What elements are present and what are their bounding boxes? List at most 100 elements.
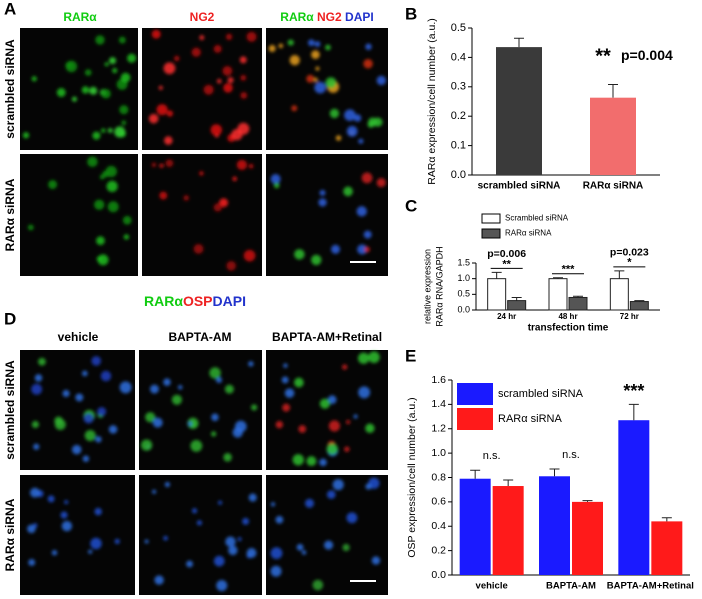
cell — [371, 556, 381, 565]
cell — [289, 55, 300, 66]
bar — [459, 478, 491, 575]
cell — [95, 436, 102, 443]
cell — [365, 43, 372, 50]
error-bar — [634, 300, 645, 302]
cell — [38, 357, 46, 366]
cell — [177, 385, 183, 390]
cell — [34, 374, 43, 382]
cell — [33, 443, 40, 450]
cell — [216, 579, 228, 592]
cell — [106, 180, 118, 192]
cell — [242, 517, 250, 525]
cell — [97, 254, 109, 266]
cell — [232, 427, 243, 438]
significance: n.s. — [483, 450, 501, 462]
y-tick-label: 0.2 — [431, 544, 446, 556]
cell — [282, 403, 291, 412]
cells — [151, 159, 256, 271]
significance: n.s. — [562, 449, 580, 461]
cell — [159, 163, 164, 168]
cell — [109, 57, 117, 65]
legend-label: RARα siRNA — [498, 413, 562, 425]
cells — [22, 35, 137, 140]
header-part: NG2 — [317, 10, 342, 24]
column-header: vehicle — [58, 330, 99, 344]
error-bar — [470, 469, 481, 479]
legend-swatch — [481, 228, 501, 239]
cell — [270, 502, 276, 507]
cell — [27, 524, 36, 534]
panel-label: C — [405, 196, 417, 215]
cell — [268, 44, 276, 53]
cell — [27, 224, 34, 231]
cell — [331, 244, 341, 254]
cell — [275, 420, 284, 429]
row-label: RARα siRNA — [3, 178, 17, 251]
cell — [335, 135, 342, 141]
cell — [344, 109, 356, 122]
cell — [376, 178, 386, 188]
cell — [118, 36, 126, 44]
panel-label: D — [4, 309, 16, 328]
cell — [225, 536, 236, 547]
cell — [346, 125, 358, 137]
cell — [120, 72, 131, 83]
p-value: p=0.004 — [621, 47, 673, 63]
x-tick-label: 24 hr — [497, 312, 516, 321]
separator — [20, 150, 388, 154]
row-label: RARα siRNA — [3, 498, 17, 571]
cell — [91, 356, 102, 366]
cell — [164, 136, 173, 145]
cell — [187, 417, 199, 429]
cell — [191, 47, 201, 57]
cell — [363, 59, 373, 69]
cell — [114, 126, 126, 138]
cell — [346, 512, 358, 524]
cell — [356, 206, 367, 217]
y-axis-label: relative expression — [422, 249, 432, 324]
legend-label: scrambled siRNA — [498, 388, 584, 400]
cell — [361, 172, 373, 184]
cell — [186, 560, 193, 568]
cell — [166, 110, 174, 117]
cell — [92, 131, 101, 140]
y-tick-label: 0.0 — [457, 304, 470, 314]
panel-label: A — [4, 0, 16, 18]
x-axis-label: transfection time — [528, 323, 609, 334]
cell — [173, 55, 180, 62]
bar — [507, 300, 527, 311]
cell — [319, 398, 330, 409]
cell — [226, 260, 237, 271]
column-header: BAPTA-AM — [168, 330, 231, 344]
cell — [87, 156, 98, 168]
cell — [122, 215, 132, 225]
cell — [65, 61, 73, 69]
cell — [325, 44, 331, 51]
cell — [283, 363, 288, 368]
cell — [346, 420, 351, 425]
cell — [75, 393, 84, 402]
cell — [210, 431, 217, 437]
error-bar — [573, 295, 583, 298]
cell — [311, 254, 322, 266]
legend-swatch — [481, 213, 501, 224]
cell — [101, 88, 111, 99]
cell — [313, 77, 318, 83]
y-tick-label: 1.2 — [431, 423, 446, 435]
cell — [357, 352, 370, 364]
bar — [492, 486, 524, 575]
cell — [273, 182, 280, 189]
cell — [227, 77, 234, 84]
y-tick-label: 0.0 — [431, 569, 446, 581]
cell — [31, 76, 37, 82]
cell — [376, 75, 387, 86]
p-value: p=0.006 — [487, 248, 526, 260]
cell — [319, 458, 327, 467]
cell — [270, 173, 281, 185]
cell — [144, 539, 149, 544]
cell — [218, 500, 223, 505]
cell — [364, 246, 371, 253]
p-value: p=0.023 — [610, 247, 649, 259]
cell — [105, 165, 117, 178]
